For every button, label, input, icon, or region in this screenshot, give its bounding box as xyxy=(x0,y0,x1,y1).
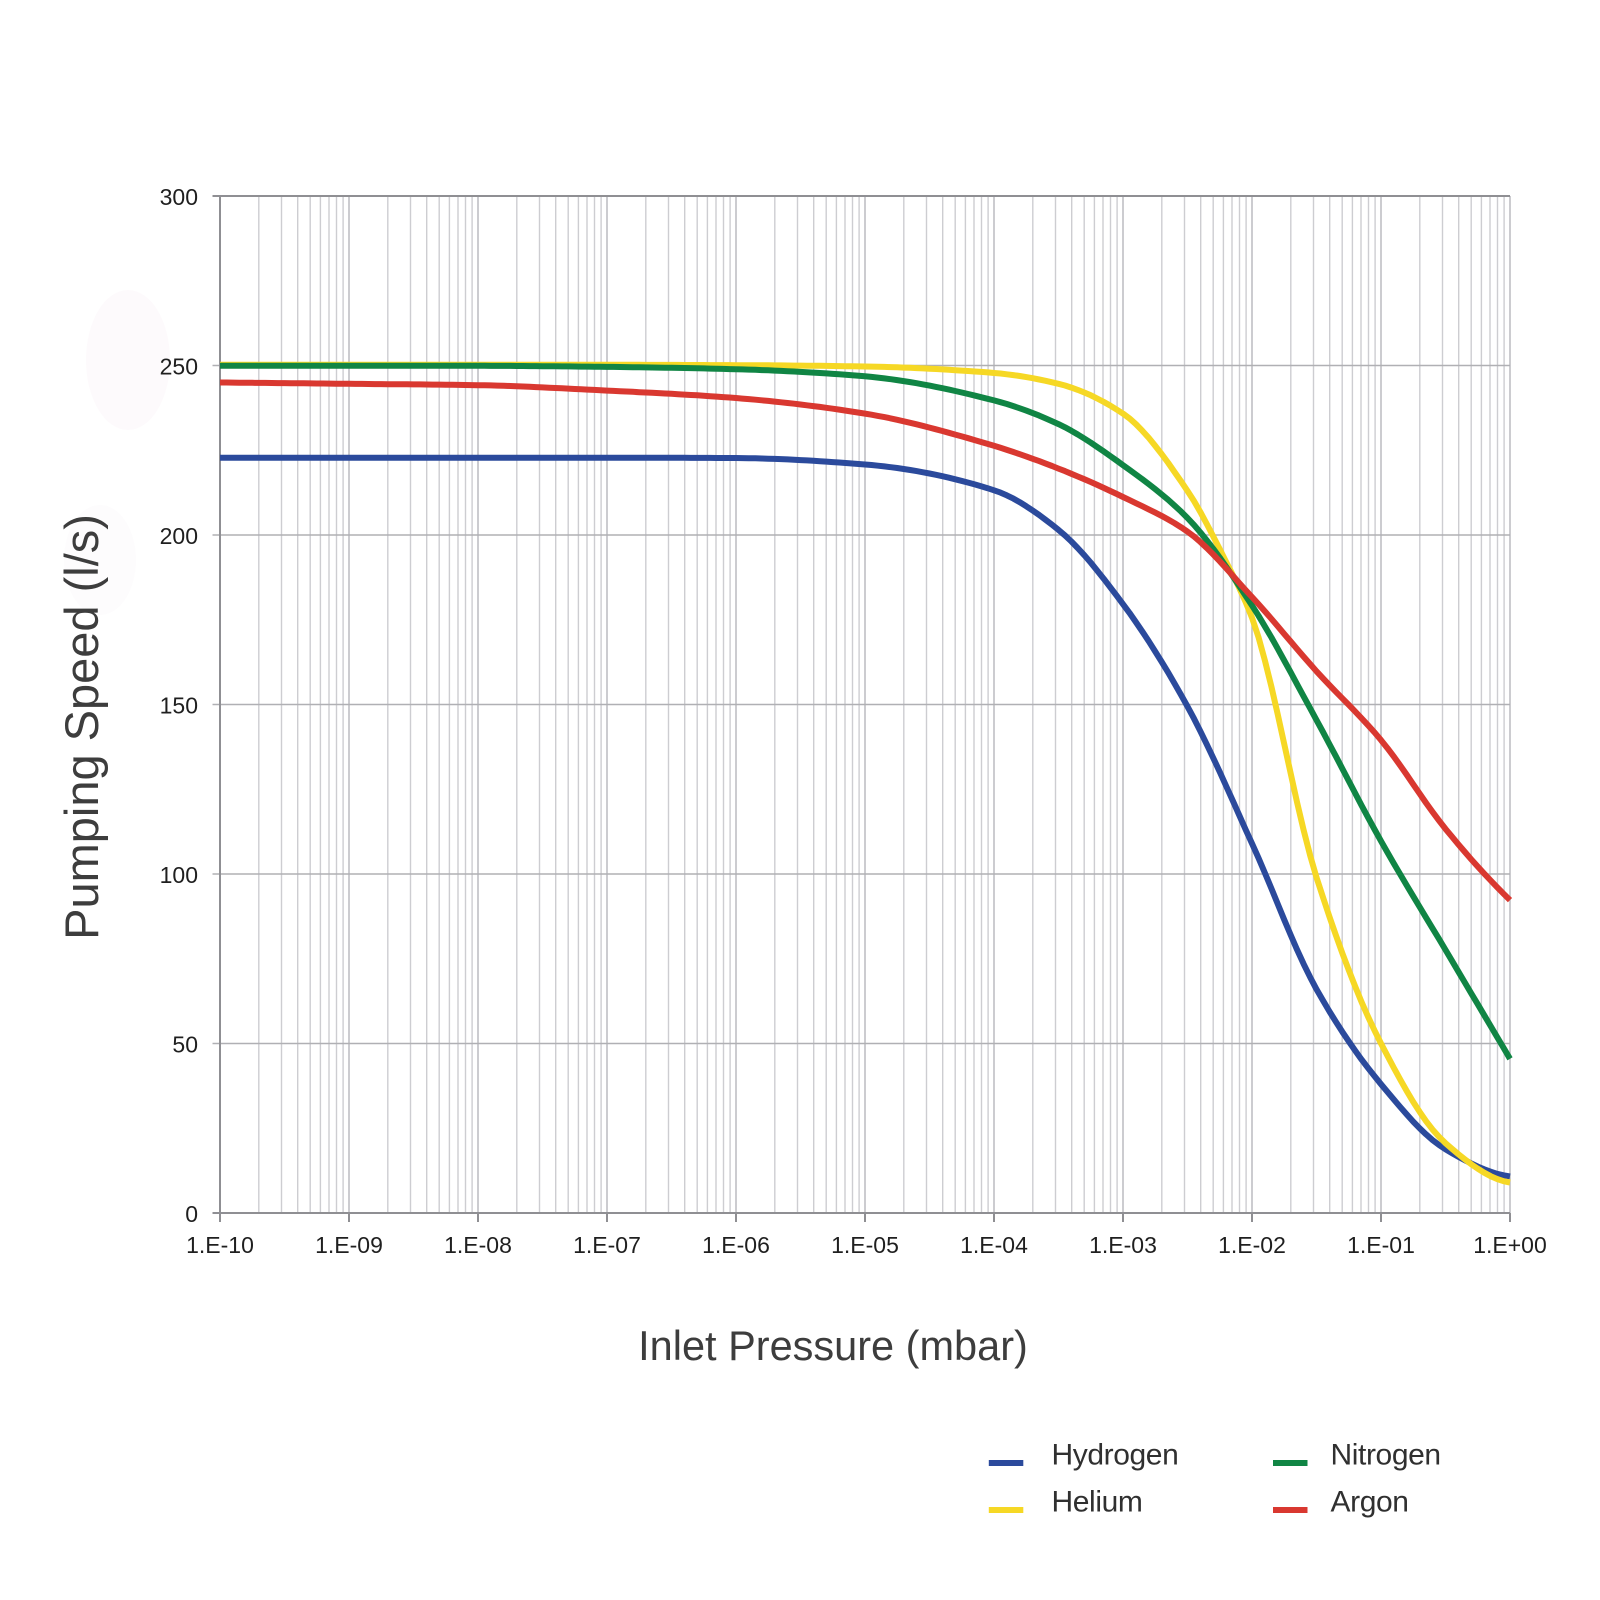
svg-text:250: 250 xyxy=(160,354,198,380)
svg-text:1.E-07: 1.E-07 xyxy=(573,1232,641,1258)
svg-text:1.E-03: 1.E-03 xyxy=(1089,1232,1157,1258)
svg-text:Helium: Helium xyxy=(1052,1486,1143,1519)
svg-text:1.E-06: 1.E-06 xyxy=(702,1232,770,1258)
svg-text:Argon: Argon xyxy=(1331,1486,1409,1519)
svg-text:1.E-01: 1.E-01 xyxy=(1347,1232,1415,1258)
svg-text:1.E-05: 1.E-05 xyxy=(831,1232,899,1258)
svg-text:300: 300 xyxy=(160,184,198,210)
svg-text:Hydrogen: Hydrogen xyxy=(1052,1439,1179,1472)
svg-text:Pumping Speed (l/s): Pumping Speed (l/s) xyxy=(55,514,108,940)
svg-text:1.E-09: 1.E-09 xyxy=(315,1232,383,1258)
svg-text:1.E-08: 1.E-08 xyxy=(444,1232,512,1258)
svg-text:Inlet Pressure (mbar): Inlet Pressure (mbar) xyxy=(638,1322,1028,1369)
svg-text:1.E-04: 1.E-04 xyxy=(960,1232,1028,1258)
svg-text:0: 0 xyxy=(185,1201,198,1227)
svg-text:Nitrogen: Nitrogen xyxy=(1331,1439,1441,1472)
svg-text:1.E+00: 1.E+00 xyxy=(1473,1232,1547,1258)
svg-text:50: 50 xyxy=(172,1032,198,1058)
svg-text:100: 100 xyxy=(160,862,198,888)
svg-text:200: 200 xyxy=(160,523,198,549)
svg-text:150: 150 xyxy=(160,693,198,719)
svg-text:1.E-10: 1.E-10 xyxy=(186,1232,254,1258)
svg-text:1.E-02: 1.E-02 xyxy=(1218,1232,1286,1258)
